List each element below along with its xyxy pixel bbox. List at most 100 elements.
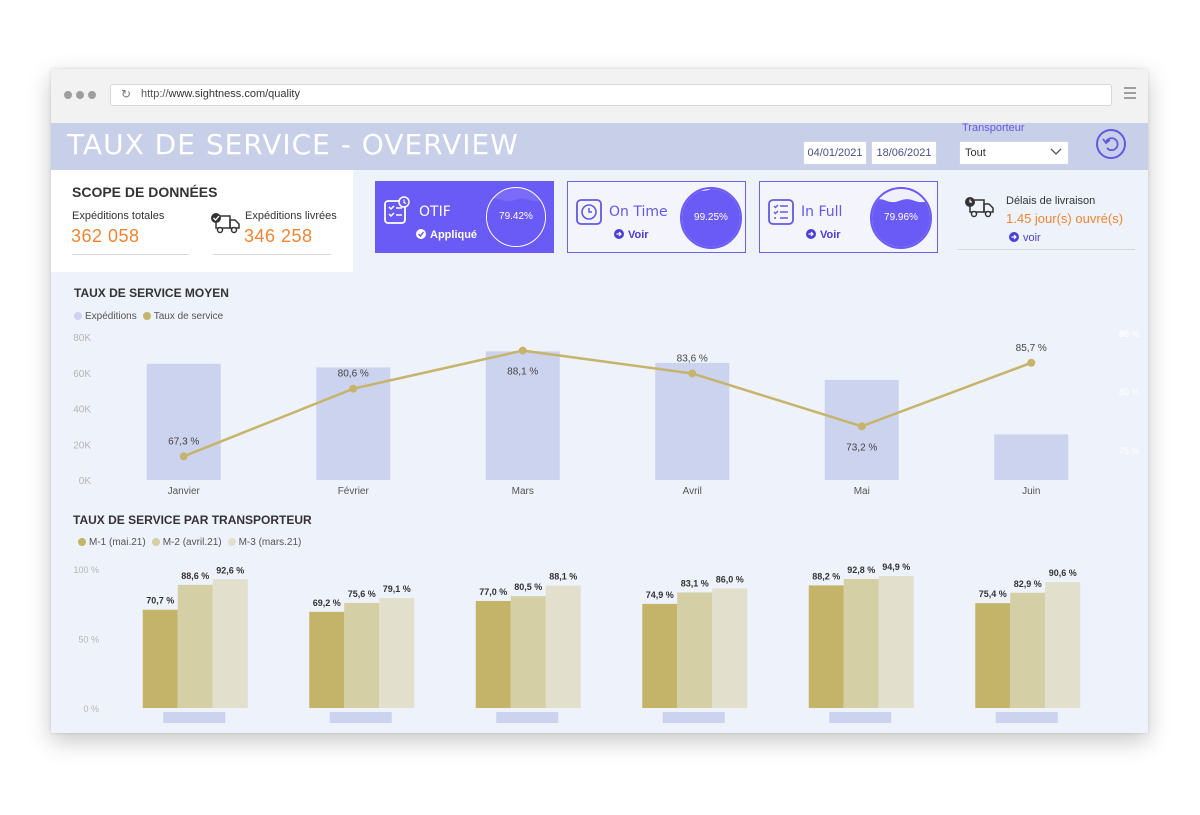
delivery-view-link[interactable]: voir xyxy=(1009,232,1041,244)
legend-item[interactable]: M-2 (avril.21) xyxy=(151,537,222,548)
y2-tick-label: 90 % xyxy=(1119,329,1140,339)
point xyxy=(349,384,358,393)
data-label: 80,6 % xyxy=(338,369,369,380)
bar xyxy=(994,434,1069,480)
arrow-circle-icon xyxy=(806,229,816,239)
bar xyxy=(677,592,713,708)
x-tick-label: Janvier xyxy=(168,486,201,497)
infull-gauge: 79.96% xyxy=(870,187,932,249)
bar xyxy=(545,585,581,708)
data-label: 82,9 % xyxy=(1014,579,1042,589)
point xyxy=(179,452,188,461)
transporteur-value: Tout xyxy=(965,147,986,159)
arrow-circle-icon xyxy=(614,229,624,239)
data-label: 88,1 % xyxy=(549,572,577,582)
bar xyxy=(485,351,560,480)
data-label: 83,1 % xyxy=(681,578,709,588)
data-label: 75,6 % xyxy=(348,589,376,599)
x-tick-label: Mai xyxy=(854,486,870,497)
x-tick-label: Juin xyxy=(1022,486,1040,497)
carrier-service-chart: 0 % 50 % 100 % 70,7 % 88,6 % 92,6 % 69,2 % 75,6… xyxy=(73,562,1081,723)
gauge-fill xyxy=(487,198,545,246)
data-label: 88,6 % xyxy=(181,571,209,581)
gauge-fill xyxy=(872,199,930,247)
date-start-field[interactable]: 04/01/2021 xyxy=(803,141,867,165)
date-end-field[interactable]: 18/06/2021 xyxy=(871,141,937,165)
y2-tick-label: 80 % xyxy=(1119,387,1140,397)
data-label: 92,8 % xyxy=(847,565,875,575)
delivery-time-label: Délais de livraison xyxy=(1006,195,1096,207)
y2-tick-label: 85 % xyxy=(1119,329,1140,339)
legend-item[interactable]: M-1 (mai.21) xyxy=(78,537,146,548)
y2-tick-label: 75 % xyxy=(1119,446,1140,456)
y-tick-label: 100 % xyxy=(73,565,99,575)
carrier-service-legend: M-1 (mai.21) M-2 (avril.21) M-3 (mars.21) xyxy=(78,537,307,548)
bar xyxy=(1010,592,1046,708)
window-dot-icon[interactable] xyxy=(76,91,84,99)
data-label: 69,2 % xyxy=(313,598,341,608)
hamburger-menu-icon[interactable] xyxy=(1124,87,1136,102)
x-category-label-placeholder xyxy=(995,712,1058,723)
window-dot-icon[interactable] xyxy=(64,91,72,99)
legend-item[interactable]: M-3 (mars.21) xyxy=(227,537,301,548)
delivery-time-kpi: Délais de livraison 1.45 jour(s) ouvré(s… xyxy=(957,181,1135,251)
otif-title: OTIF xyxy=(419,204,451,220)
y-tick-label: 40K xyxy=(73,405,91,416)
point xyxy=(688,369,697,378)
bar xyxy=(146,363,221,480)
delivery-truck-icon xyxy=(211,213,240,234)
x-category-label-placeholder xyxy=(163,712,226,723)
otif-wave-fill xyxy=(487,198,545,246)
data-label: 75,4 % xyxy=(979,589,1007,599)
infull-value: 79.96% xyxy=(884,212,918,223)
ontime-title: On Time xyxy=(609,204,668,220)
y-tick-label: 0K xyxy=(79,476,92,487)
y-tick-label: 60K xyxy=(73,369,91,380)
divider xyxy=(213,254,331,255)
data-label: 80,5 % xyxy=(514,582,542,592)
x-category-label-placeholder xyxy=(662,712,725,723)
delivered-shipments-value: 346 258 xyxy=(244,226,313,246)
bar xyxy=(142,609,178,708)
infull-wave-fill xyxy=(872,189,930,247)
bar xyxy=(808,585,844,708)
page-title: TAUX DE SERVICE - OVERVIEW xyxy=(67,128,519,161)
bar xyxy=(379,598,415,708)
otif-value: 79.42% xyxy=(499,211,533,222)
x-tick-label: Mars xyxy=(512,486,534,497)
back-button[interactable] xyxy=(1096,129,1126,159)
x-category-label-placeholder xyxy=(496,712,559,723)
clock-icon xyxy=(576,199,602,225)
url-host: www.sightness.com/quality xyxy=(168,88,300,100)
bar xyxy=(344,602,380,708)
ontime-card[interactable]: On Time Voir 99.25% xyxy=(567,181,746,253)
window-dot-icon[interactable] xyxy=(88,91,96,99)
divider xyxy=(72,254,189,255)
legend-item[interactable]: Expéditions xyxy=(74,311,137,322)
bar xyxy=(212,579,248,708)
point xyxy=(1027,358,1036,367)
total-shipments-value: 362 058 xyxy=(71,226,140,246)
infull-title: In Full xyxy=(801,204,843,220)
bar xyxy=(975,603,1011,708)
transporteur-label: Transporteur xyxy=(962,122,1025,134)
y-tick-label: 50 % xyxy=(78,635,99,645)
bar xyxy=(177,584,213,708)
ontime-view-link[interactable]: Voir xyxy=(614,229,649,241)
browser-window: ↻ http://www.sightness.com/quality TAUX … xyxy=(51,69,1148,733)
divider xyxy=(957,249,1135,250)
infull-card[interactable]: In Full Voir 79.96% xyxy=(759,181,938,253)
data-label: 74,9 % xyxy=(646,590,674,600)
bar xyxy=(316,367,391,480)
reload-icon[interactable]: ↻ xyxy=(121,87,132,101)
data-scope-panel: SCOPE DE DONNÉES Expéditions totales 362… xyxy=(51,170,353,272)
bar xyxy=(510,596,546,708)
otif-card[interactable]: OTIF Appliqué 79.42% xyxy=(375,181,554,253)
avg-service-chart-title: TAUX DE SERVICE MOYEN xyxy=(74,286,229,300)
x-category-label-placeholder xyxy=(829,712,892,723)
infull-view-link[interactable]: Voir xyxy=(806,229,841,241)
transporteur-select[interactable]: Tout xyxy=(959,141,1069,165)
address-bar[interactable]: ↻ http://www.sightness.com/quality xyxy=(110,84,1112,106)
otif-applied-link[interactable]: Appliqué xyxy=(416,229,477,241)
legend-item[interactable]: Taux de service xyxy=(142,311,223,322)
